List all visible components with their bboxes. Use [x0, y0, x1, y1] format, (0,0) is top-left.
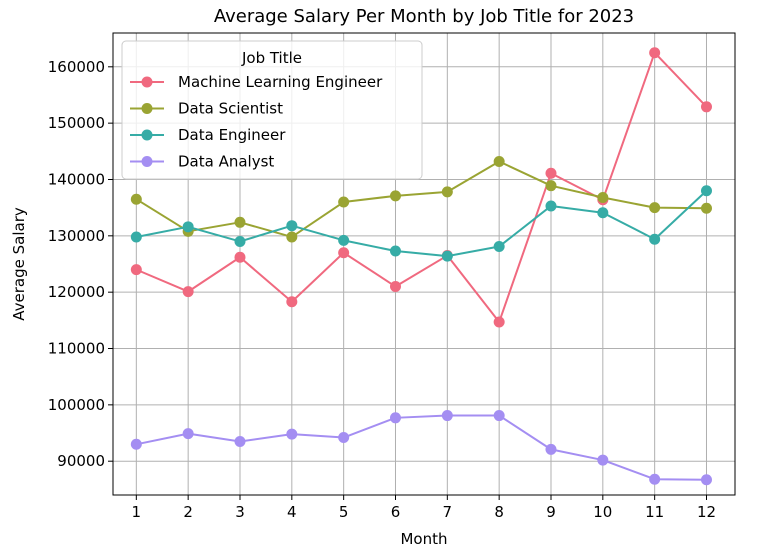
- x-tick-label: 8: [494, 503, 504, 521]
- axes: 1 2 3 4 5 6 7 8 9 10 11 129000010000011000012000013…: [48, 32, 736, 521]
- data-point: [493, 410, 505, 422]
- data-point: [338, 234, 350, 246]
- x-tick-label: 5: [339, 503, 349, 521]
- x-tick-label: 9: [546, 503, 556, 521]
- data-point: [389, 190, 401, 202]
- series-line: [135, 160, 707, 238]
- series-line: [135, 51, 708, 324]
- data-point: [700, 101, 712, 113]
- data-point: [493, 241, 505, 253]
- y-tick-label: 100000: [48, 396, 105, 414]
- x-tick-label: 7: [443, 503, 453, 521]
- x-tick-label: 12: [697, 503, 716, 521]
- data-point: [389, 281, 401, 293]
- data-point: [597, 192, 609, 204]
- data-point: [286, 296, 298, 308]
- data-point: [286, 428, 298, 440]
- legend-item: Data Scientist: [130, 100, 283, 118]
- data-point: [338, 196, 350, 208]
- data-point: [441, 250, 453, 262]
- data-point: [597, 207, 609, 219]
- legend-label: Data Engineer: [178, 126, 286, 144]
- legend-item: Data Analyst: [130, 153, 274, 171]
- legend-item: Machine Learning Engineer: [130, 73, 383, 91]
- data-point: [182, 286, 194, 298]
- legend-swatch-marker: [141, 103, 153, 114]
- data-point: [234, 216, 246, 228]
- x-tick-label: 11: [645, 503, 664, 521]
- data-point: [649, 202, 661, 214]
- legend: Job Title Machine Learning Engineer Data S…: [121, 40, 423, 180]
- y-tick-label: 90000: [57, 452, 105, 470]
- x-tick-label: 3: [235, 503, 245, 521]
- legend-swatch-marker: [141, 156, 153, 167]
- y-tick-label: 120000: [48, 283, 105, 301]
- data-point: [286, 231, 298, 243]
- data-point: [545, 180, 557, 192]
- legend-item: Data Engineer: [130, 126, 286, 144]
- series-2: [130, 185, 712, 262]
- data-point: [545, 167, 557, 179]
- data-point: [182, 221, 194, 233]
- data-point: [389, 412, 401, 424]
- data-point: [649, 47, 661, 59]
- data-point: [389, 245, 401, 257]
- data-point: [234, 251, 246, 263]
- y-tick-label: 130000: [48, 227, 105, 245]
- legend-label: Machine Learning Engineer: [178, 73, 383, 91]
- data-point: [182, 428, 194, 440]
- data-point: [338, 432, 350, 444]
- x-tick-label: 6: [391, 503, 401, 521]
- y-tick-label: 140000: [48, 170, 105, 188]
- plot-frame: [112, 32, 736, 496]
- x-tick-label: 10: [593, 503, 612, 521]
- y-tick-label: 110000: [48, 340, 105, 358]
- chart-title: Average Salary Per Month by Job Title fo…: [214, 6, 634, 27]
- series-layer: [130, 47, 712, 486]
- data-point: [545, 200, 557, 212]
- data-point: [493, 316, 505, 328]
- data-point: [338, 247, 350, 259]
- legend-box: [121, 40, 423, 180]
- series-line: [136, 190, 708, 258]
- data-point: [130, 193, 142, 205]
- data-point: [234, 235, 246, 247]
- data-point: [700, 202, 712, 214]
- data-point: [286, 220, 298, 232]
- data-point: [700, 474, 712, 486]
- data-point: [130, 231, 142, 243]
- legend-title: Job Title: [241, 49, 302, 67]
- data-point: [234, 435, 246, 447]
- y-tick-label: 160000: [48, 58, 105, 76]
- legend-label: Data Scientist: [178, 100, 283, 118]
- data-point: [700, 185, 712, 197]
- x-tick-label: 2: [183, 503, 193, 521]
- x-axis-label: Month: [400, 530, 447, 548]
- data-point: [441, 410, 453, 422]
- legend-swatch-marker: [141, 129, 153, 141]
- data-point: [545, 443, 557, 455]
- series-3: [130, 410, 712, 486]
- x-tick-label: 1: [132, 503, 142, 521]
- series-1: [130, 155, 712, 243]
- data-point: [441, 186, 453, 198]
- data-point: [649, 473, 661, 485]
- data-point: [130, 438, 142, 450]
- series-line: [136, 414, 707, 481]
- legend-label: Data Analyst: [178, 153, 274, 171]
- y-tick-label: 150000: [48, 114, 105, 132]
- data-point: [493, 155, 505, 167]
- data-point: [649, 233, 661, 245]
- data-point: [597, 454, 609, 466]
- data-point: [130, 264, 142, 276]
- x-tick-label: 4: [287, 503, 297, 521]
- legend-swatch-marker: [141, 76, 153, 88]
- y-axis-label: Average Salary: [10, 207, 28, 321]
